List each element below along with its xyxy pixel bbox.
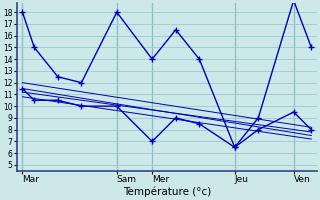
X-axis label: Température (°c): Température (°c) xyxy=(123,187,211,197)
